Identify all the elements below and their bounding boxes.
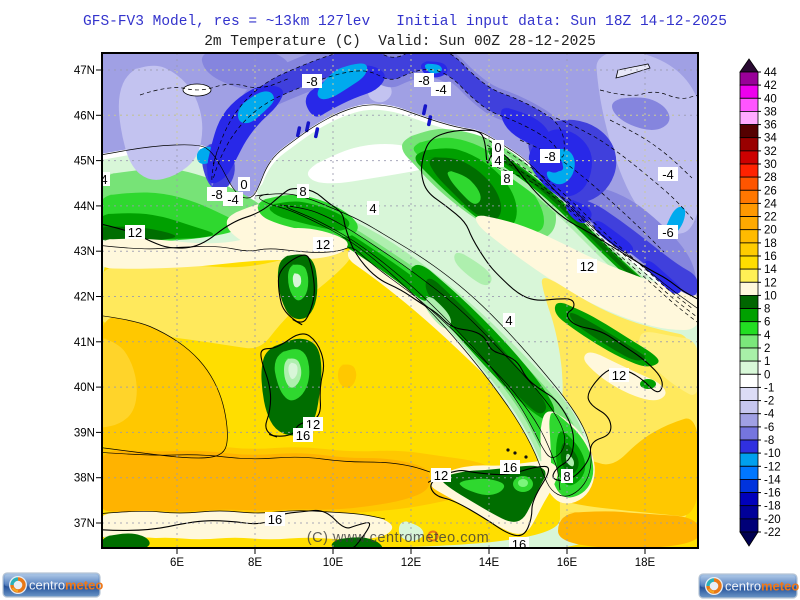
- svg-text:38: 38: [764, 106, 777, 118]
- svg-text:meteo: meteo: [65, 578, 103, 593]
- svg-text:meteo: meteo: [761, 579, 799, 594]
- svg-text:12: 12: [764, 277, 777, 289]
- svg-text:-4: -4: [435, 82, 447, 97]
- svg-text:16: 16: [503, 460, 517, 475]
- svg-text:centro: centro: [29, 578, 65, 593]
- svg-text:8: 8: [503, 171, 510, 186]
- svg-text:47N: 47N: [74, 65, 95, 77]
- svg-text:-22: -22: [764, 527, 781, 539]
- svg-text:16: 16: [764, 251, 777, 263]
- svg-text:12: 12: [580, 259, 594, 274]
- svg-text:28: 28: [764, 172, 777, 184]
- svg-text:46N: 46N: [74, 110, 95, 122]
- svg-text:-8: -8: [544, 149, 556, 164]
- svg-text:-14: -14: [764, 474, 781, 486]
- svg-text:2: 2: [764, 343, 770, 355]
- svg-text:16E: 16E: [557, 557, 578, 569]
- svg-text:-8: -8: [306, 74, 318, 89]
- svg-text:-6: -6: [662, 225, 674, 240]
- svg-text:32: 32: [764, 146, 777, 158]
- svg-text:16: 16: [512, 537, 526, 552]
- svg-text:40: 40: [764, 93, 777, 105]
- svg-text:18E: 18E: [635, 557, 656, 569]
- svg-text:45N: 45N: [74, 156, 95, 168]
- svg-text:-16: -16: [764, 488, 781, 500]
- svg-text:0: 0: [240, 177, 247, 192]
- svg-text:-10: -10: [764, 448, 781, 460]
- svg-text:0: 0: [494, 140, 501, 155]
- svg-text:-8: -8: [211, 187, 223, 202]
- svg-text:14: 14: [764, 264, 777, 276]
- svg-text:12: 12: [128, 225, 142, 240]
- svg-text:34: 34: [764, 133, 777, 145]
- svg-text:-6: -6: [764, 422, 774, 434]
- svg-text:4: 4: [369, 201, 376, 216]
- svg-text:1: 1: [764, 356, 770, 368]
- svg-text:44: 44: [764, 67, 777, 79]
- svg-text:42: 42: [764, 80, 777, 92]
- svg-text:8: 8: [563, 469, 570, 484]
- svg-text:-20: -20: [764, 514, 781, 526]
- svg-text:-4: -4: [662, 167, 674, 182]
- svg-text:24: 24: [764, 198, 777, 210]
- svg-text:14E: 14E: [479, 557, 500, 569]
- svg-text:44N: 44N: [74, 201, 95, 213]
- svg-text:41N: 41N: [74, 337, 95, 349]
- svg-text:GFS-FV3 Model, res = ~13km 127: GFS-FV3 Model, res = ~13km 127lev Initia…: [83, 14, 727, 30]
- svg-text:12: 12: [316, 237, 330, 252]
- svg-text:8: 8: [764, 304, 770, 316]
- svg-text:0: 0: [764, 369, 770, 381]
- svg-text:-8: -8: [764, 435, 774, 447]
- svg-text:40N: 40N: [74, 382, 95, 394]
- svg-text:37N: 37N: [74, 518, 95, 530]
- svg-text:12E: 12E: [401, 557, 422, 569]
- svg-text:-8: -8: [418, 73, 430, 88]
- svg-text:8E: 8E: [248, 557, 262, 569]
- svg-text:4: 4: [494, 153, 501, 168]
- svg-text:4: 4: [505, 313, 512, 328]
- svg-text:(C) www.centrometeo.com: (C) www.centrometeo.com: [307, 530, 489, 546]
- svg-text:-1: -1: [764, 382, 774, 394]
- svg-text:4: 4: [100, 172, 107, 187]
- svg-text:36: 36: [764, 120, 777, 132]
- svg-text:22: 22: [764, 212, 777, 224]
- svg-text:6E: 6E: [170, 557, 184, 569]
- svg-text:12: 12: [612, 368, 626, 383]
- svg-text:8: 8: [299, 184, 306, 199]
- svg-text:centro: centro: [725, 579, 761, 594]
- svg-text:42N: 42N: [74, 292, 95, 304]
- svg-text:16: 16: [296, 428, 310, 443]
- svg-text:30: 30: [764, 159, 777, 171]
- svg-text:10E: 10E: [323, 557, 344, 569]
- svg-text:43N: 43N: [74, 246, 95, 258]
- svg-text:18: 18: [764, 238, 777, 250]
- svg-text:-18: -18: [764, 501, 781, 513]
- svg-text:38N: 38N: [74, 473, 95, 485]
- svg-text:20: 20: [764, 225, 777, 237]
- svg-text:10: 10: [764, 290, 777, 302]
- svg-text:-4: -4: [227, 192, 239, 207]
- svg-text:-12: -12: [764, 461, 781, 473]
- svg-text:26: 26: [764, 185, 777, 197]
- svg-text:4: 4: [764, 330, 771, 342]
- svg-text:6: 6: [764, 317, 770, 329]
- svg-text:2m Temperature (C) Valid: Sun: 2m Temperature (C) Valid: Sun 00Z 28-12-…: [204, 34, 596, 50]
- svg-text:39N: 39N: [74, 427, 95, 439]
- svg-text:16: 16: [268, 512, 282, 527]
- svg-text:-4: -4: [764, 409, 775, 421]
- svg-text:-2: -2: [764, 396, 774, 408]
- svg-text:12: 12: [434, 468, 448, 483]
